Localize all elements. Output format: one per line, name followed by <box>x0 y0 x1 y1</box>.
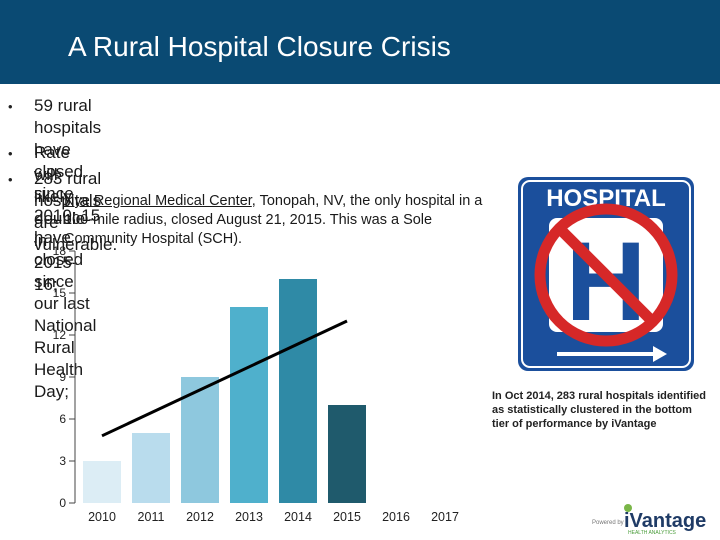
sign-border <box>521 180 691 368</box>
sub-bullet-text: , Tonopah, NV, the only hospital in a 10… <box>64 193 483 247</box>
logo-brand: iVantage <box>624 510 706 532</box>
ivantage-logo: Powered by iVantage HEALTH ANALYTICS <box>592 504 706 536</box>
bar-2012 <box>181 377 219 503</box>
bullet-line: Rate will likely double in 2015-16; <box>34 143 86 294</box>
y-tick-label: 0 <box>59 496 66 510</box>
x-tick-label: 2014 <box>284 510 312 524</box>
x-tick-label: 2011 <box>138 510 165 524</box>
no-hospital-sign-icon: HOSPITAL H <box>518 177 694 371</box>
bar-2014 <box>279 279 317 503</box>
bar-2010 <box>83 461 121 503</box>
bullet-item: Rate will likely double in 2015-16; <box>34 142 85 296</box>
trend-line <box>101 319 348 438</box>
bar-2013 <box>230 307 268 503</box>
arrow-right-icon <box>653 346 667 362</box>
y-tick-label: 12 <box>53 328 67 342</box>
prohibition-circle <box>534 203 678 347</box>
bullet-line: 59 rural hospitals have closed since 201… <box>34 96 102 269</box>
x-tick-label: 2017 <box>431 510 459 524</box>
page-title: A Rural Hospital Closure Crisis <box>68 31 451 62</box>
logo-tagline: HEALTH ANALYTICS <box>628 530 677 536</box>
logo-dot <box>624 504 632 512</box>
sub-bullet-marker: • <box>46 195 50 207</box>
bullet-item: 59 rural hospitals have closed since 201… <box>34 95 101 403</box>
x-tick-label: 2015 <box>333 510 361 524</box>
footnote: In Oct 2014, 283 rural hospitals identif… <box>492 390 706 430</box>
bullet-marker: • <box>8 172 13 187</box>
x-tick-label: 2016 <box>382 510 410 524</box>
y-tick-label: 6 <box>59 412 66 426</box>
bullet-marker: • <box>8 146 13 161</box>
x-tick-label: 2013 <box>235 510 263 524</box>
bar-2015 <box>328 405 366 503</box>
x-tick-label: 2010 <box>88 510 116 524</box>
bullet-line: since our last National Rural Health Day… <box>34 272 97 401</box>
y-tick-label: 18 <box>53 244 67 258</box>
x-tick-label: 2012 <box>186 510 214 524</box>
prohibition-slash <box>556 225 656 325</box>
y-tick-label: 9 <box>59 370 66 384</box>
y-tick-label: 3 <box>59 454 66 468</box>
bullet-item: 283 rural hospitals are vulnerable. <box>34 168 117 256</box>
sub-bullet-item: Nye Regional Medical Center, Tonopah, NV… <box>64 192 504 249</box>
bullet-marker: • <box>8 99 13 114</box>
logo-powered-by: Powered by <box>592 520 624 526</box>
bullet-line: 283 rural hospitals are vulnerable. <box>34 169 118 254</box>
header-bar: A Rural Hospital Closure Crisis <box>0 0 720 84</box>
bar-2011 <box>132 433 170 503</box>
y-tick-label: 15 <box>53 286 67 300</box>
hospital-link[interactable]: Nye Regional Medical Center <box>64 193 252 209</box>
